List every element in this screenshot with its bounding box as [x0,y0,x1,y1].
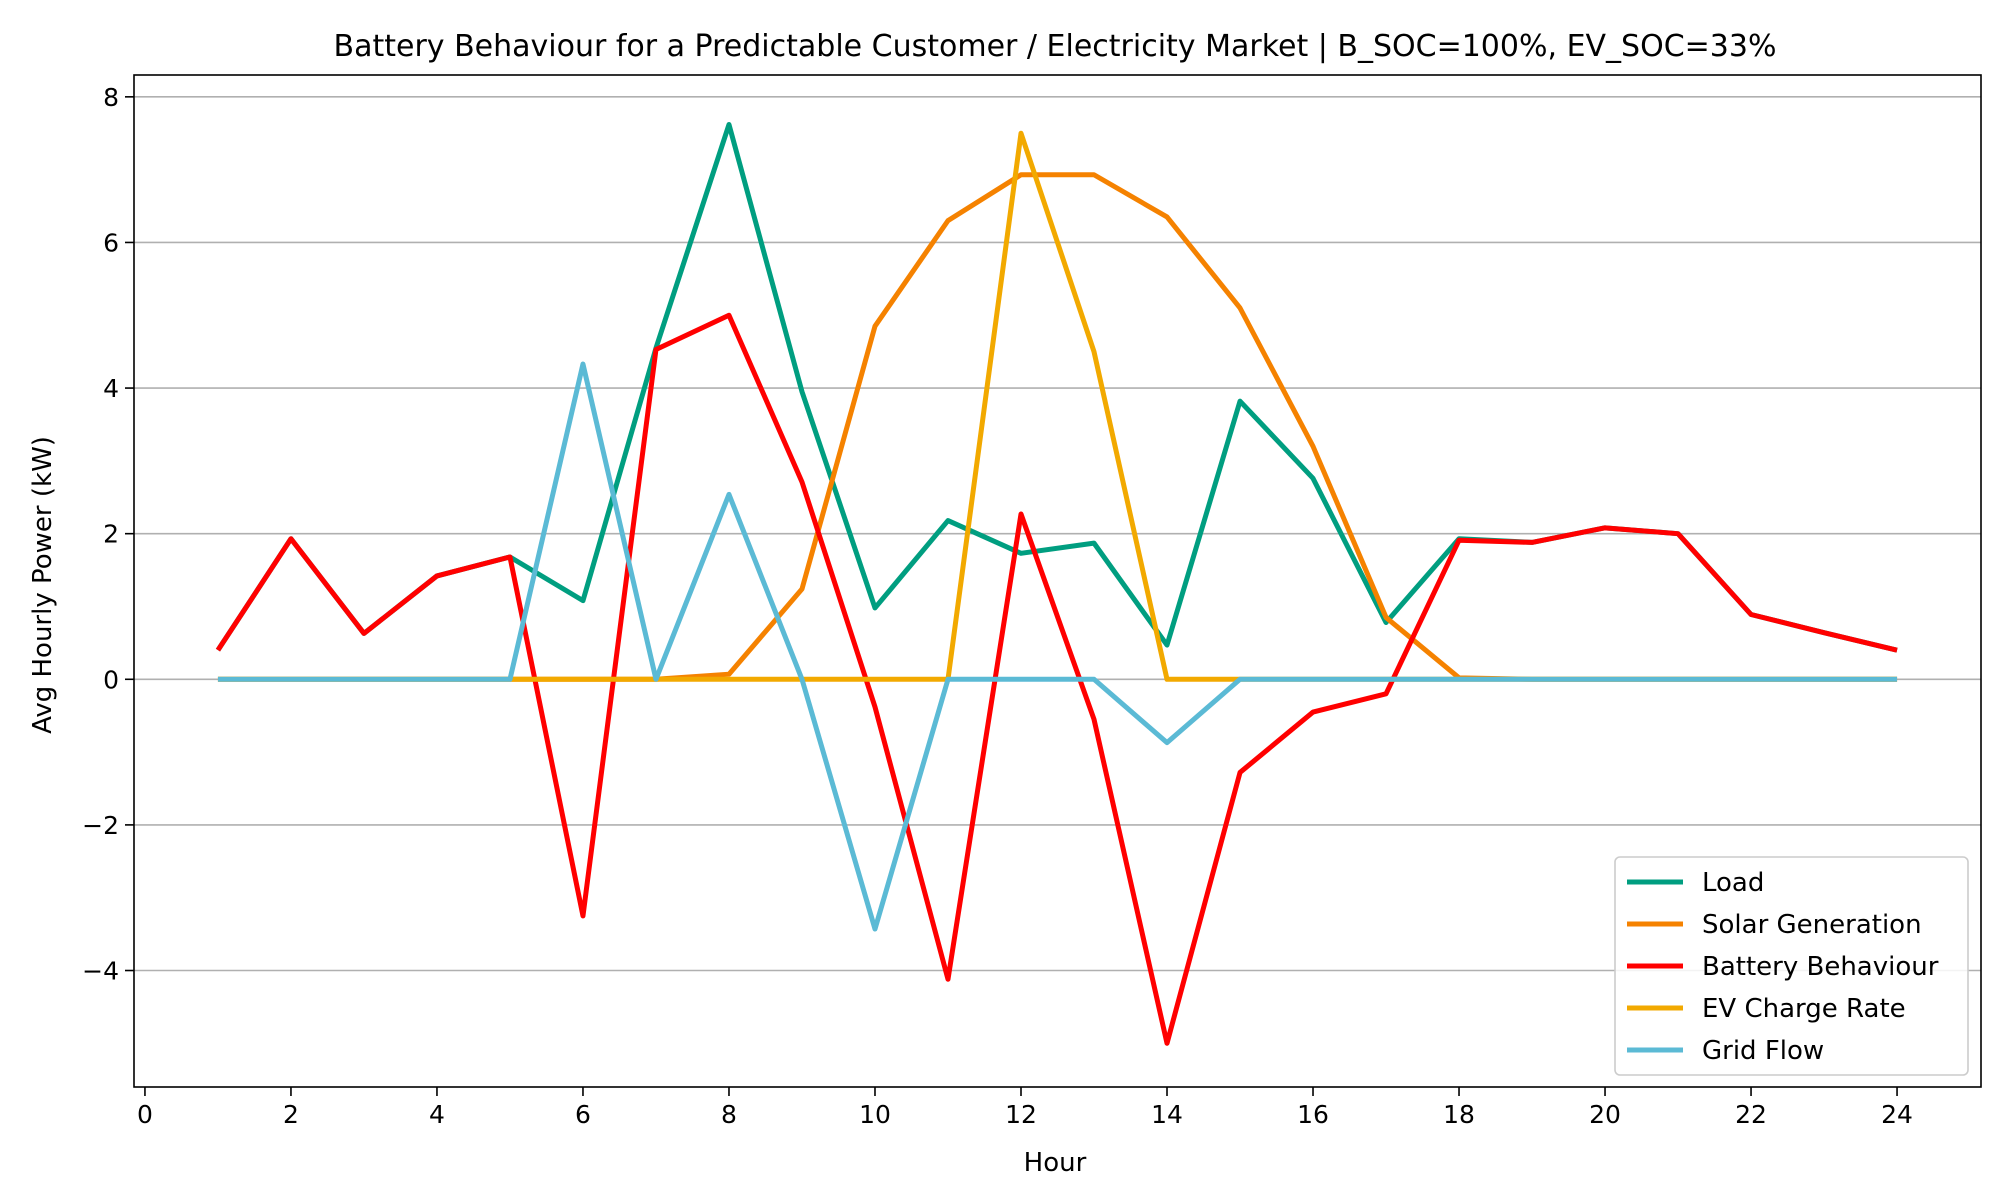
legend-label: Load [1702,868,1764,898]
series-line-battery-behaviour [215,312,1898,1046]
legend-label: EV Charge Rate [1702,994,1906,1024]
legend: Load Solar Generation Battery Behaviour EV … [1614,856,1969,1076]
x-tick-label: 20 [1589,1100,1621,1129]
y-tick-label: 0 [103,665,119,694]
x-axis-label: Hour [1024,1148,1087,1178]
y-tick-label: 8 [103,83,119,112]
x-tick-label: 6 [575,1100,591,1129]
x-tick-label: 0 [137,1100,153,1129]
series-lines [215,122,1898,1046]
x-tick-label: 10 [859,1100,891,1129]
y-tick-label: 2 [103,520,119,549]
legend-label: Battery Behaviour [1702,952,1939,982]
x-tick-label: 2 [283,1100,299,1129]
chart-title: Battery Behaviour for a Predictable Cust… [334,29,1777,64]
x-tick-label: 24 [1881,1100,1913,1129]
plot-frame [133,74,1982,1088]
y-tick-label: −4 [82,957,119,986]
x-tick-label: 8 [721,1100,737,1129]
series-line-grid-flow [217,361,1898,932]
y-tick-label: 6 [103,228,119,257]
x-tick-label: 22 [1735,1100,1767,1129]
x-tick-label: 12 [1005,1100,1037,1129]
y-tick-label: 4 [103,374,119,403]
legend-label: Grid Flow [1702,1036,1824,1066]
y-tick-label: −2 [82,811,119,840]
legend-label: Solar Generation [1702,910,1922,940]
x-tick-label: 16 [1297,1100,1329,1129]
x-tick-label: 18 [1443,1100,1475,1129]
x-tick-label: 4 [429,1100,445,1129]
legend-box [1614,856,1969,1076]
x-tick-label: 14 [1151,1100,1183,1129]
y-axis-label: Avg Hourly Power (kW) [28,436,58,734]
